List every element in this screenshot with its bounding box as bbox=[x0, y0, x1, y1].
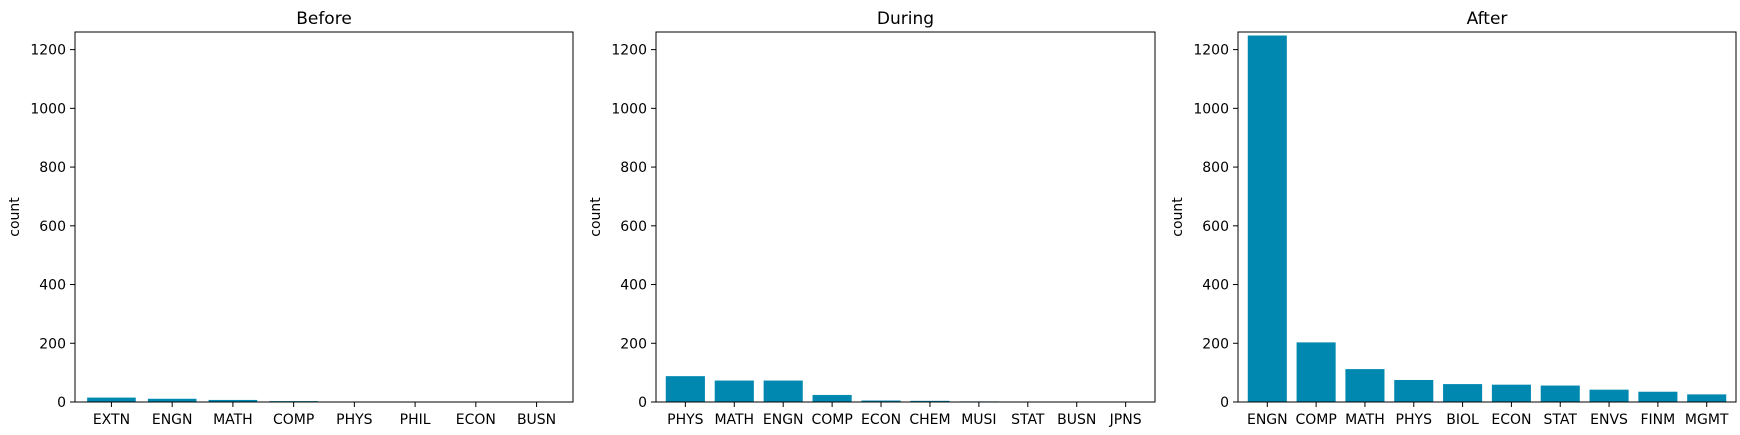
bar-biol bbox=[1443, 384, 1483, 402]
x-tick-label: BIOL bbox=[1446, 412, 1479, 428]
axes-frame bbox=[655, 31, 1156, 403]
bar-stat bbox=[1540, 385, 1580, 402]
bar-phys bbox=[1394, 379, 1434, 402]
x-tick-label: BUSN bbox=[1057, 412, 1096, 428]
x-tick-label: ENGN bbox=[1247, 412, 1288, 428]
y-tick-label: 600 bbox=[620, 219, 647, 235]
y-tick-label: 0 bbox=[1220, 395, 1229, 411]
bar-engn bbox=[1247, 35, 1287, 403]
y-tick-label: 200 bbox=[620, 336, 647, 352]
x-tick-label: ECON bbox=[861, 412, 901, 428]
bar-comp bbox=[812, 394, 852, 402]
y-tick-label: 400 bbox=[1202, 278, 1229, 294]
x-tick-label: STAT bbox=[1544, 412, 1578, 428]
y-tick-label: 600 bbox=[1202, 219, 1229, 235]
x-tick-label: ENVS bbox=[1590, 412, 1628, 428]
y-tick-label: 1000 bbox=[1193, 101, 1229, 117]
y-tick-label: 1000 bbox=[611, 101, 647, 117]
y-tick-label: 800 bbox=[1202, 160, 1229, 176]
x-tick-label: MUSI bbox=[961, 412, 996, 428]
y-axis-label: count bbox=[7, 197, 23, 237]
bar-comp bbox=[1296, 342, 1336, 402]
y-tick-label: 400 bbox=[39, 278, 66, 294]
x-tick-label: CHEM bbox=[909, 412, 950, 428]
y-axis-label: count bbox=[1170, 197, 1186, 237]
bar-math bbox=[208, 399, 258, 402]
bar-finm bbox=[1638, 391, 1678, 402]
x-tick-label: BUSN bbox=[517, 412, 556, 428]
chart-title: Before bbox=[296, 9, 352, 29]
y-tick-label: 800 bbox=[39, 160, 66, 176]
bar-econ bbox=[861, 400, 901, 402]
x-tick-label: PHYS bbox=[336, 412, 373, 428]
x-tick-label: FINM bbox=[1641, 412, 1676, 428]
chart-title: During bbox=[877, 9, 934, 29]
bar-econ bbox=[1491, 384, 1531, 402]
x-tick-label: ENGN bbox=[763, 412, 804, 428]
x-tick-label: MGMT bbox=[1685, 412, 1729, 428]
x-tick-label: COMP bbox=[811, 412, 852, 428]
y-tick-label: 400 bbox=[620, 278, 647, 294]
x-tick-label: ECON bbox=[1491, 412, 1531, 428]
chart-panel-0: 0 200 400 600 800 1000 1200 EXTN ENGN MATH COMP PHY… bbox=[7, 9, 574, 428]
x-tick-label: EXTN bbox=[93, 412, 130, 428]
x-tick-label: MATH bbox=[213, 412, 253, 428]
x-tick-label: COMP bbox=[1295, 412, 1336, 428]
y-tick-label: 1200 bbox=[30, 43, 66, 59]
bar-mgmt bbox=[1687, 394, 1727, 402]
bar-phys bbox=[665, 376, 705, 402]
y-tick-label: 200 bbox=[39, 336, 66, 352]
chart-panel-1: 0 200 400 600 800 1000 1200 PHYS MATH ENGN COMP ECO… bbox=[588, 9, 1156, 428]
x-tick-label: STAT bbox=[1011, 412, 1045, 428]
x-tick-label: PHYS bbox=[667, 412, 704, 428]
axes-frame bbox=[74, 31, 574, 403]
bar-extn bbox=[87, 397, 136, 402]
y-axis-label: count bbox=[588, 197, 604, 237]
y-tick-label: 600 bbox=[39, 219, 66, 235]
y-tick-label: 200 bbox=[1202, 336, 1229, 352]
bar-math bbox=[1345, 369, 1385, 402]
axes-frame bbox=[1237, 31, 1737, 403]
bar-envs bbox=[1589, 389, 1629, 402]
y-tick-label: 0 bbox=[638, 395, 647, 411]
x-tick-label: PHIL bbox=[400, 412, 431, 428]
chart-panel-2: 0 200 400 600 800 1000 1200 ENGN COMP MATH PHYS BIO… bbox=[1170, 9, 1737, 428]
y-tick-label: 0 bbox=[57, 395, 66, 411]
x-tick-label: MATH bbox=[1345, 412, 1385, 428]
y-tick-label: 1200 bbox=[611, 43, 647, 59]
x-tick-label: JPNS bbox=[1109, 412, 1142, 428]
chart-title: After bbox=[1467, 9, 1508, 29]
bar-chem bbox=[910, 400, 950, 402]
bar-engn bbox=[763, 380, 803, 402]
y-tick-label: 1200 bbox=[1193, 43, 1229, 59]
bar-engn bbox=[147, 398, 197, 402]
y-tick-label: 800 bbox=[620, 160, 647, 176]
bar-math bbox=[714, 380, 754, 402]
x-tick-label: COMP bbox=[273, 412, 314, 428]
x-tick-label: PHYS bbox=[1396, 412, 1433, 428]
x-tick-label: ENGN bbox=[152, 412, 193, 428]
y-tick-label: 1000 bbox=[30, 101, 66, 117]
x-tick-label: MATH bbox=[714, 412, 754, 428]
x-tick-label: ECON bbox=[456, 412, 496, 428]
